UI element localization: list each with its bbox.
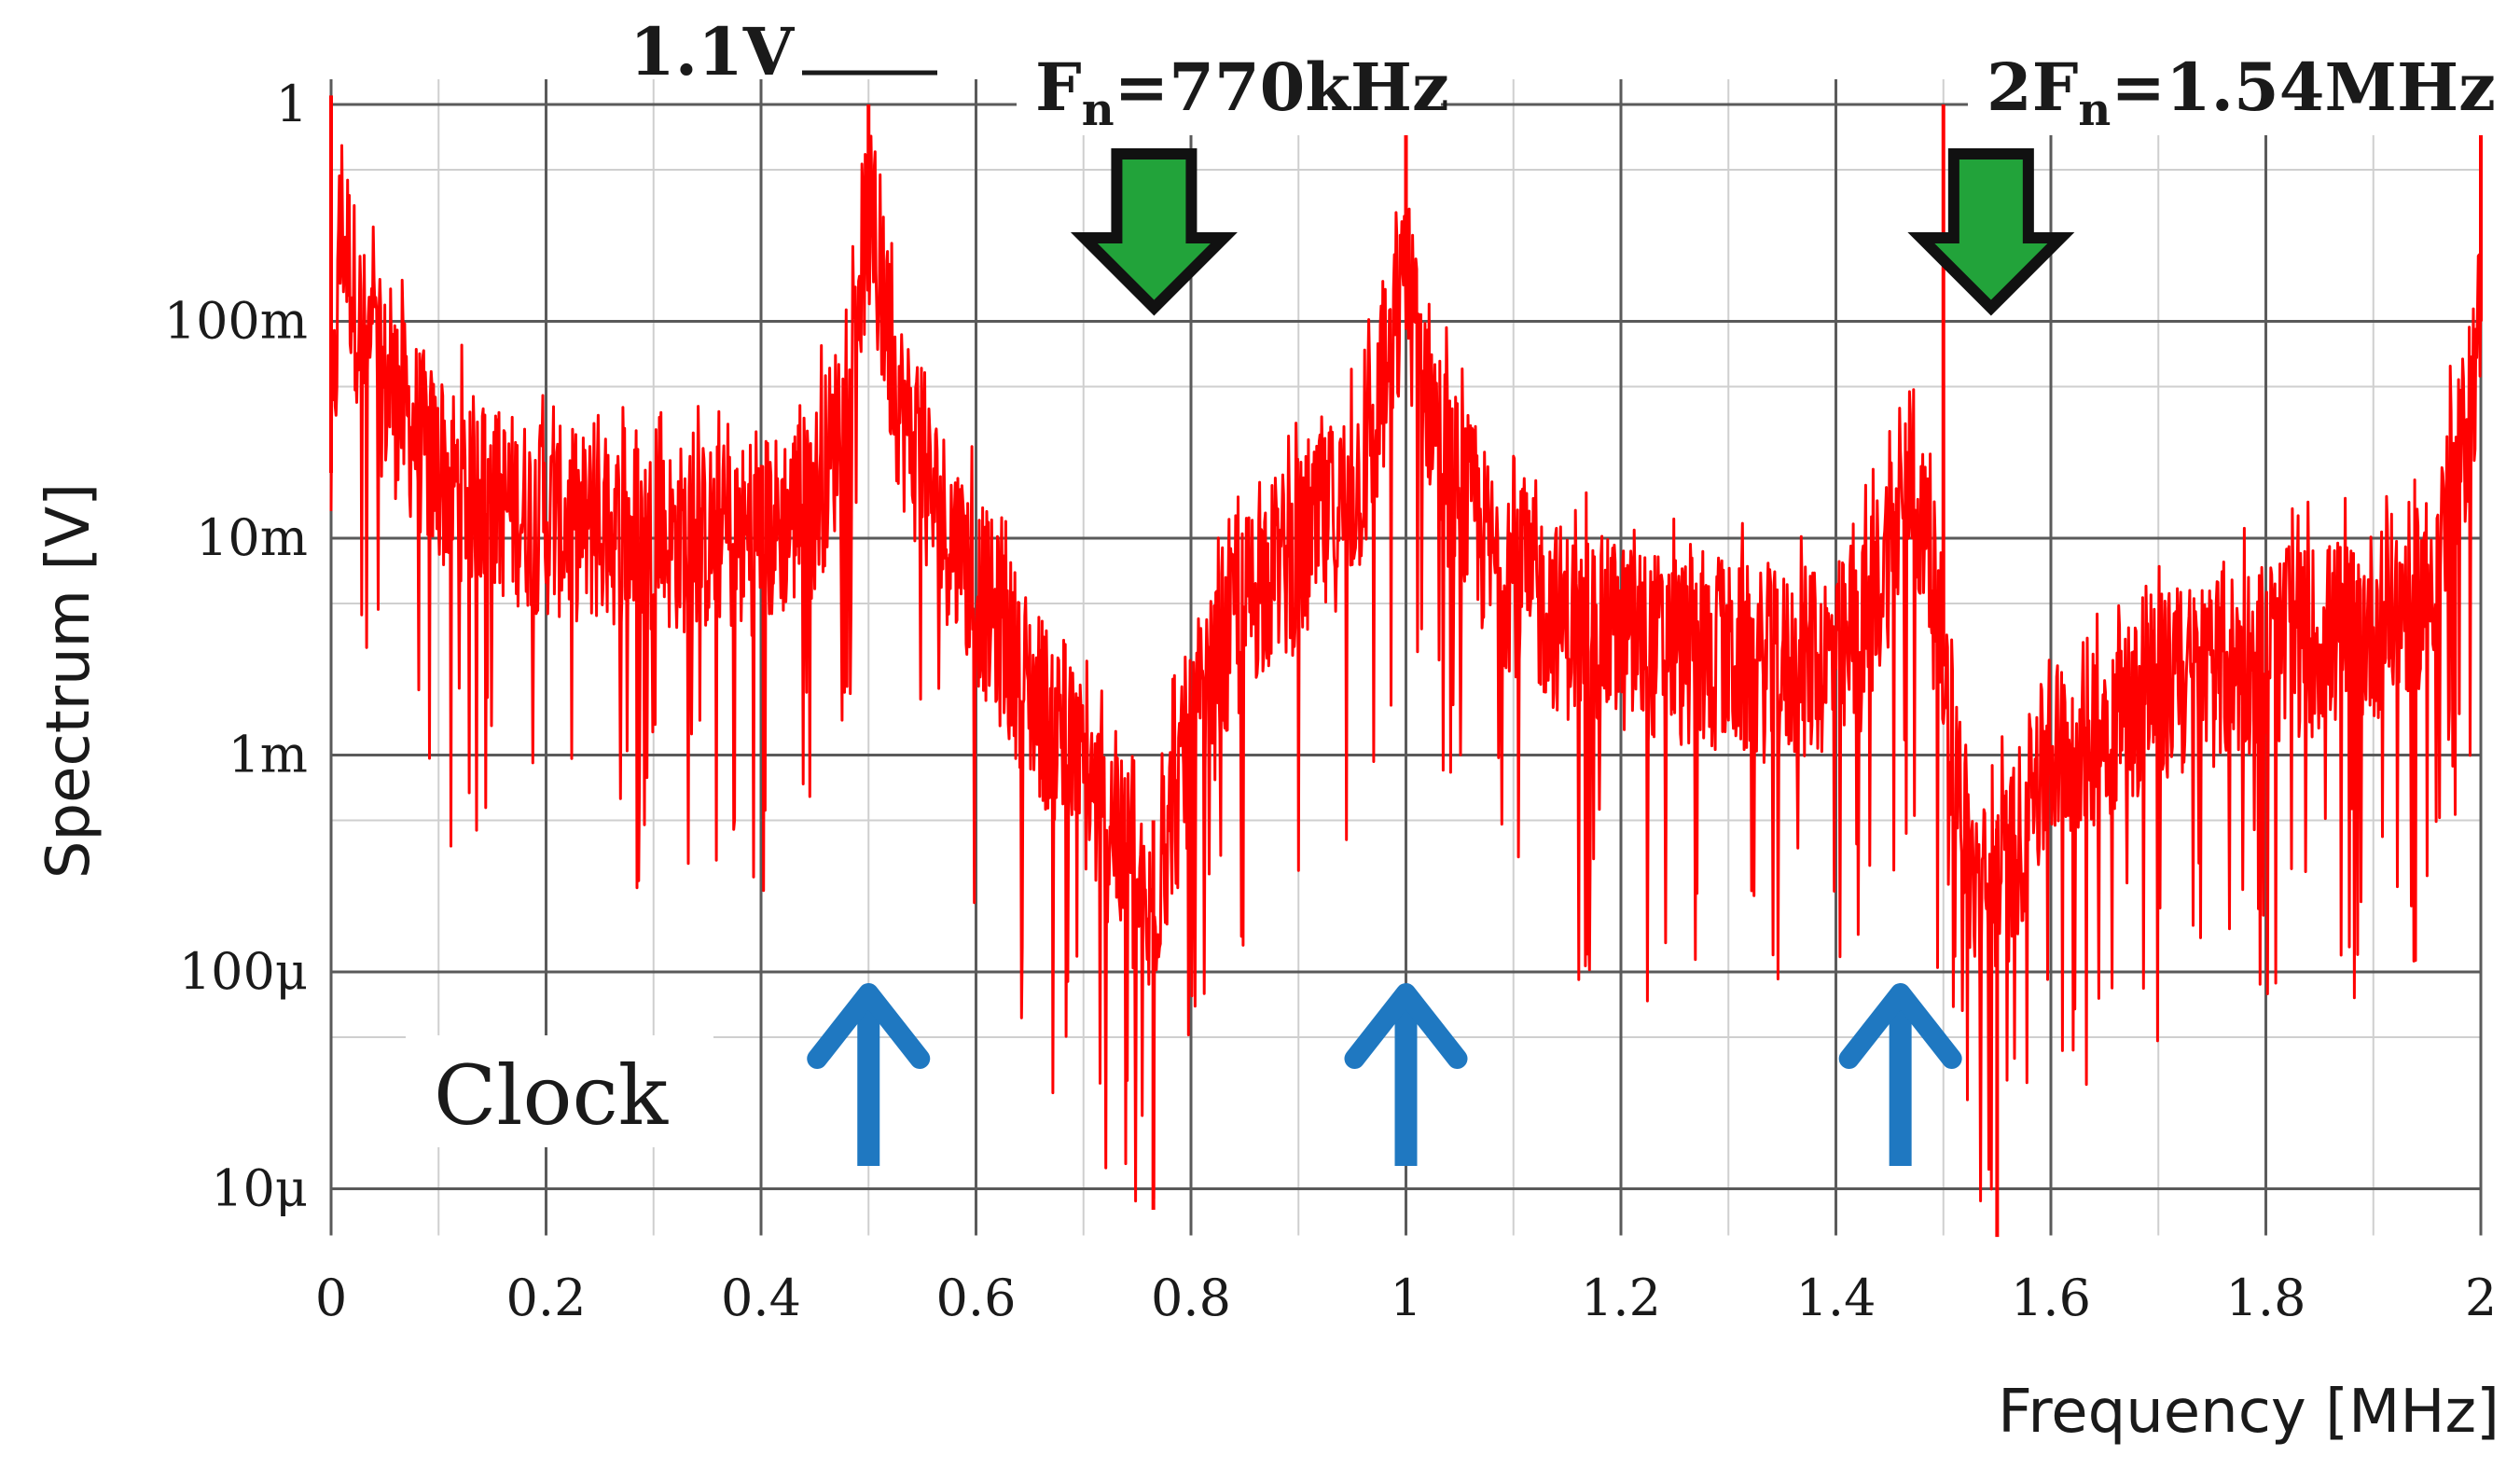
clock-label: Clock (434, 1047, 669, 1144)
x-tick-labels: 0 0.2 0.4 0.6 0.8 1 1.2 1.4 1.6 1.8 2 (315, 1269, 2497, 1327)
y-tick-label: 1 (276, 75, 308, 133)
x-tick-label: 0 (315, 1269, 347, 1327)
clock-up-arrow-1-head (807, 983, 931, 1069)
y-axis-label: Spectrum [V] (35, 483, 104, 879)
clock-up-arrow-3-head (1838, 983, 1962, 1069)
x-tick-label: 1.4 (1796, 1269, 1876, 1327)
annotations: 1.1V Fn=770kHz 2Fn=1.54MHz Clock (406, 13, 2496, 1166)
x-tick-label: 0.4 (721, 1269, 801, 1327)
fn-down-arrow (1070, 148, 1238, 316)
x-axis-label: Frequency [MHz] (1998, 1378, 2499, 1447)
y-tick-label: 1m (228, 726, 308, 784)
x-tick-label: 1.8 (2226, 1269, 2306, 1327)
spectrum-series (329, 95, 2483, 1238)
x-tick-label: 1 (1390, 1269, 1421, 1327)
fn2-label: 2Fn=1.54MHz (1987, 49, 2496, 136)
x-tick-label: 1.2 (1581, 1269, 1661, 1327)
peak-voltage-label: 1.1V (630, 13, 796, 90)
fn-label-bg (1017, 28, 1441, 135)
y-tick-labels: 1 100m 10m 1m 100μ 10μ (164, 75, 308, 1218)
y-tick-label: 100m (164, 292, 308, 351)
spectrum-line (329, 134, 2483, 1203)
y-tick-label: 10μ (211, 1159, 308, 1218)
x-tick-label: 0.6 (936, 1269, 1017, 1327)
x-tick-label: 0.8 (1151, 1269, 1231, 1327)
x-tick-label: 1.6 (2011, 1269, 2091, 1327)
x-tick-label: 0.2 (506, 1269, 587, 1327)
y-tick-label: 100μ (179, 942, 308, 1001)
x-tick-label: 2 (2465, 1269, 2497, 1327)
fn2-label-bg (1968, 28, 2485, 135)
y-tick-label: 10m (196, 508, 308, 567)
clock-label-bg (406, 1035, 713, 1147)
fn2-down-arrow (1907, 148, 2075, 316)
fn-label: Fn=770kHz (1035, 49, 1449, 136)
clock-up-arrow-2-head (1344, 983, 1468, 1069)
